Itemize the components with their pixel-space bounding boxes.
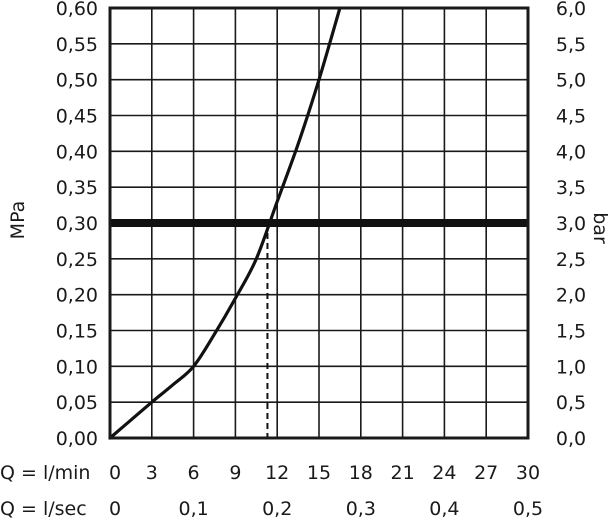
- y2-tick-label: 0,5: [556, 392, 586, 414]
- y-tick-label: 0,30: [56, 213, 98, 235]
- x2-tick-label: 0,5: [513, 498, 543, 520]
- flow-curve: [108, 6, 342, 440]
- x-tick-label: 0: [109, 462, 121, 484]
- y2-tick-label: 1,0: [556, 356, 586, 378]
- x2-tick-label: 0,1: [178, 498, 208, 520]
- x-tick-labels: 0 3 6 9 12 15 18 21 24 27 30: [109, 462, 540, 484]
- x2-axis-label: Q = l/sec: [0, 498, 87, 520]
- x-tick-label: 21: [391, 462, 415, 484]
- y-tick-labels: 0,00 0,05 0,10 0,15 0,20 0,25 0,30 0,35 0,40 0,45…: [56, 0, 98, 450]
- y-tick-label: 0,55: [56, 34, 98, 56]
- y2-axis-label: bar: [589, 212, 609, 244]
- x-tick-label: 15: [307, 462, 331, 484]
- y-tick-label: 0,45: [56, 106, 98, 128]
- y-tick-label: 0,15: [56, 321, 98, 343]
- y-tick-label: 0,50: [56, 70, 98, 92]
- y-axis-label: MPa: [7, 201, 29, 240]
- x2-tick-label: 0,3: [346, 498, 376, 520]
- y2-tick-label: 5,5: [556, 34, 586, 56]
- curve-layer: [108, 6, 342, 440]
- x2-tick-label: 0: [109, 498, 121, 520]
- y-tick-label: 0,10: [56, 356, 98, 378]
- y-tick-label: 0,20: [56, 285, 98, 307]
- y2-tick-label: 2,0: [556, 285, 586, 307]
- x2-tick-labels: 0 0,1 0,2 0,3 0,4 0,5: [109, 498, 543, 520]
- y-tick-label: 0,00: [56, 428, 98, 450]
- y2-tick-label: 2,5: [556, 249, 586, 271]
- x-tick-label: 9: [229, 462, 241, 484]
- y2-tick-labels: 0,0 0,5 1,0 1,5 2,0 2,5 3,0 3,5 4,0 4,5 5,0 5,5 6,0: [556, 0, 586, 450]
- y2-tick-label: 4,5: [556, 106, 586, 128]
- x-tick-label: 12: [265, 462, 289, 484]
- y2-tick-label: 4,0: [556, 141, 586, 163]
- y-tick-label: 0,25: [56, 249, 98, 271]
- y2-tick-label: 3,0: [556, 213, 586, 235]
- y2-tick-label: 0,0: [556, 428, 586, 450]
- x-tick-label: 30: [516, 462, 540, 484]
- y2-tick-label: 5,0: [556, 70, 586, 92]
- x-tick-label: 24: [432, 462, 456, 484]
- y-tick-label: 0,35: [56, 177, 98, 199]
- x2-tick-label: 0,4: [429, 498, 459, 520]
- x-tick-label: 18: [349, 462, 373, 484]
- y2-tick-label: 6,0: [556, 0, 586, 20]
- plot-frame: [108, 6, 530, 440]
- y2-tick-label: 3,5: [556, 177, 586, 199]
- x-tick-label: 6: [188, 462, 200, 484]
- y-tick-label: 0,05: [56, 392, 98, 414]
- x-axis-label: Q = l/min: [0, 462, 90, 484]
- x-tick-label: 3: [146, 462, 158, 484]
- x2-tick-label: 0,2: [262, 498, 292, 520]
- x-tick-label: 27: [474, 462, 498, 484]
- y-tick-label: 0,60: [56, 0, 98, 20]
- y-tick-label: 0,40: [56, 141, 98, 163]
- y2-tick-label: 1,5: [556, 321, 586, 343]
